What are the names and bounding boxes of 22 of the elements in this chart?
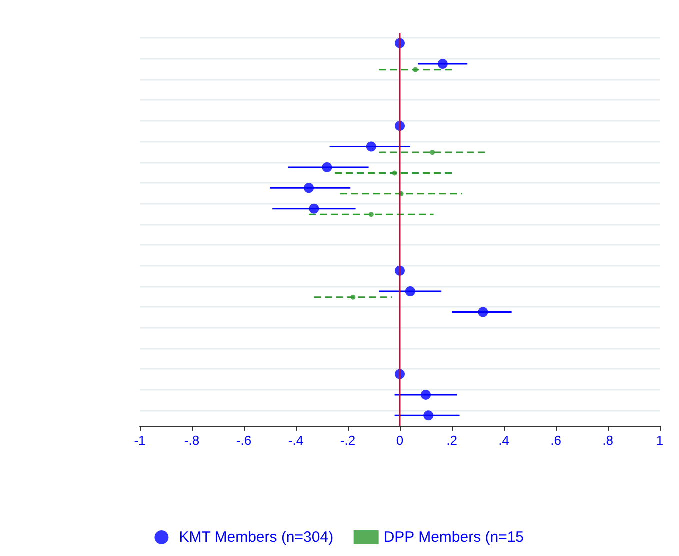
point	[309, 204, 320, 214]
x-tick-label: .4	[498, 433, 510, 448]
legend-label: DPP Members (n=15	[384, 529, 524, 546]
x-tick-label: -.2	[340, 433, 356, 448]
legend-label: KMT Members (n=304)	[179, 529, 334, 546]
x-tick-label: -.8	[184, 433, 200, 448]
point	[424, 410, 434, 421]
x-tick-label: .8	[602, 433, 614, 448]
point	[478, 307, 488, 318]
x-tick-label: 1	[656, 433, 664, 448]
point	[421, 390, 431, 400]
point	[322, 162, 332, 172]
point	[366, 142, 376, 152]
x-tick-label: .6	[550, 433, 562, 448]
x-tick-label: 0	[396, 433, 404, 448]
point	[304, 183, 314, 194]
x-tick-label: -.4	[288, 433, 304, 448]
x-tick-label: -1	[134, 433, 146, 448]
point	[405, 286, 416, 297]
x-tick-label: -.6	[236, 433, 252, 448]
point	[438, 59, 448, 70]
x-tick-label: .2	[446, 433, 458, 448]
